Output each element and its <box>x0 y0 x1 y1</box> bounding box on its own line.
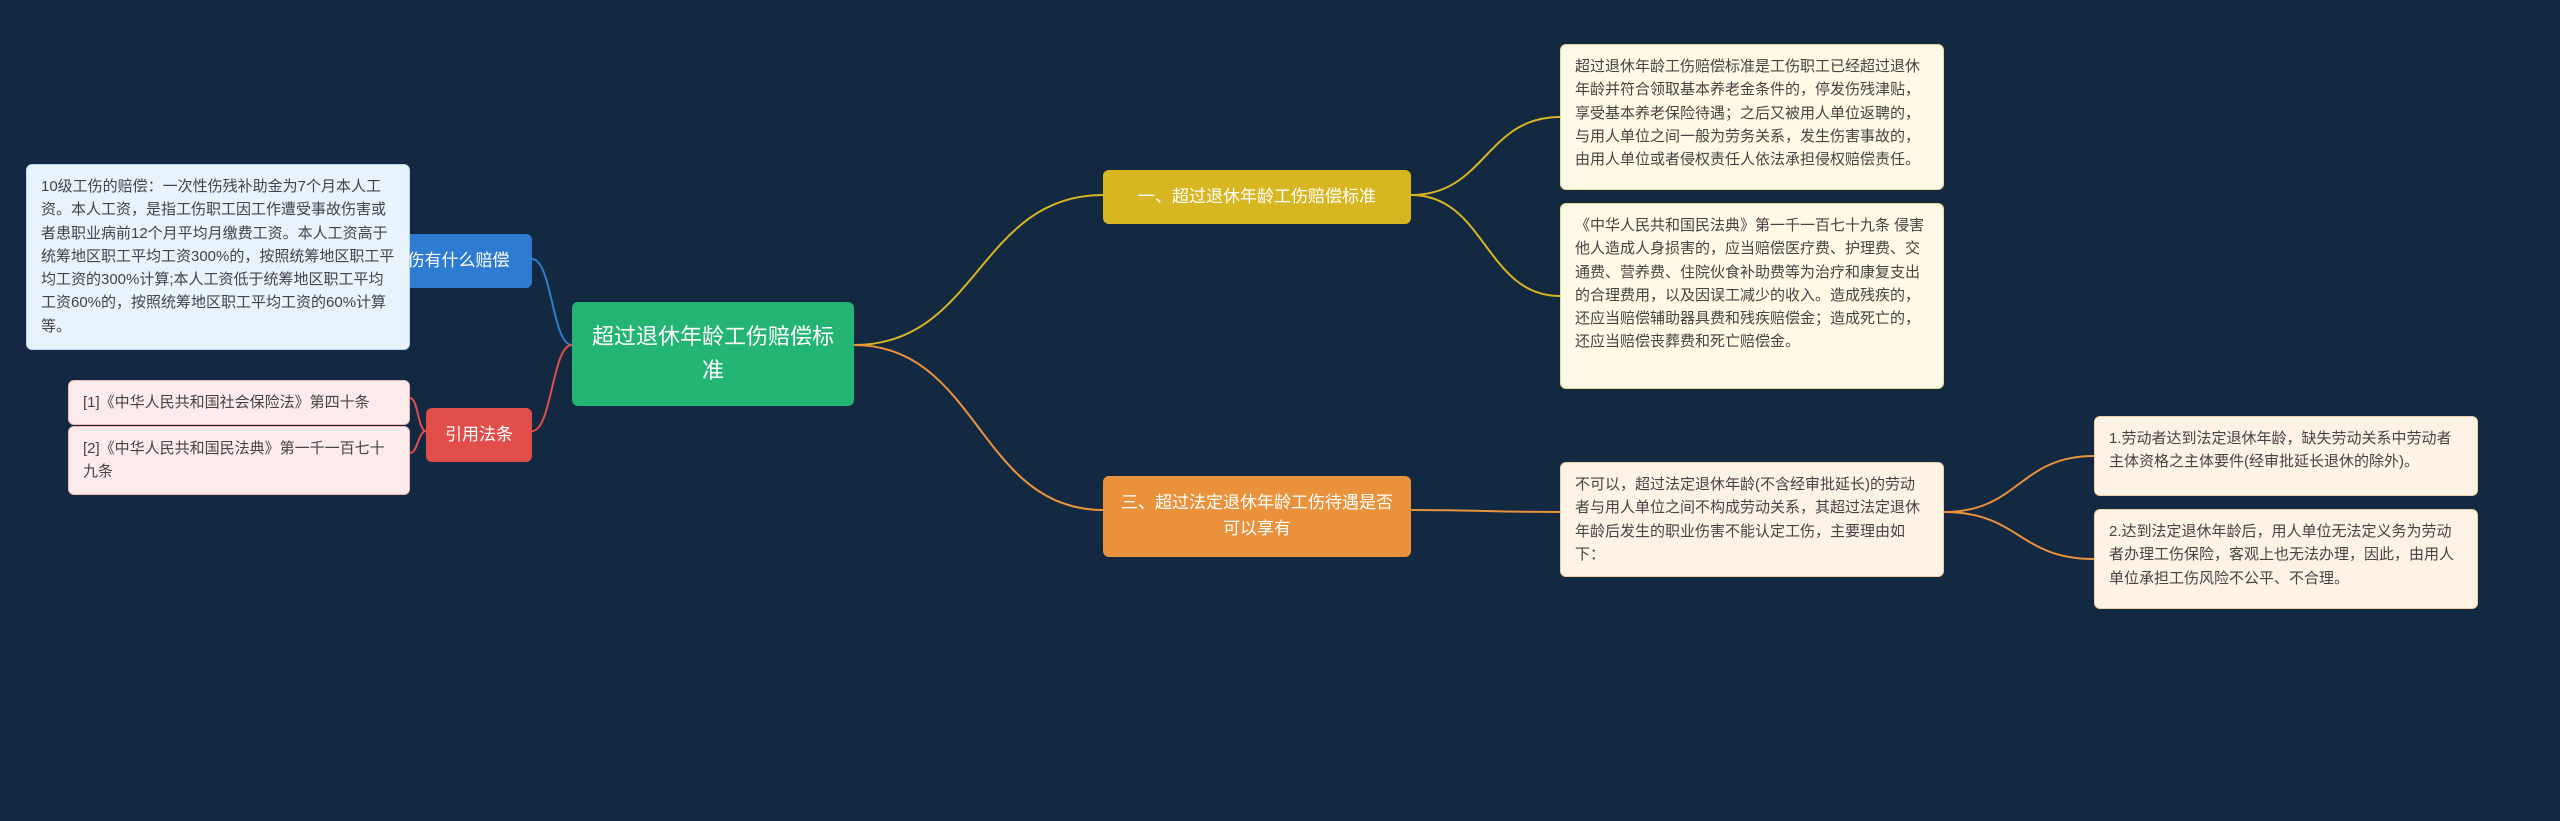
branch-1-leaf-2: 《中华人民共和国民法典》第一千一百七十九条 侵害他人造成人身损害的，应当赔偿医疗… <box>1560 203 1944 389</box>
branch-3-leaf-1: 不可以，超过法定退休年龄(不含经审批延长)的劳动者与用人单位之间不构成劳动关系，… <box>1560 462 1944 577</box>
branch-3-leaf-1-sub-2: 2.达到法定退休年龄后，用人单位无法定义务为劳动者办理工伤保险，客观上也无法办理… <box>2094 509 2478 609</box>
branch-3: 三、超过法定退休年龄工伤待遇是否可以享有 <box>1103 476 1411 557</box>
branch-4-leaf-1: [1]《中华人民共和国社会保险法》第四十条 <box>68 380 410 425</box>
branch-1-leaf-1: 超过退休年龄工伤赔偿标准是工伤职工已经超过退休年龄并符合领取基本养老金条件的，停… <box>1560 44 1944 190</box>
branch-3-leaf-1-sub-1: 1.劳动者达到法定退休年龄，缺失劳动关系中劳动者主体资格之主体要件(经审批延长退… <box>2094 416 2478 496</box>
root-node: 超过退休年龄工伤赔偿标准 <box>572 302 854 406</box>
branch-1: 一、超过退休年龄工伤赔偿标准 <box>1103 170 1411 224</box>
branch-2-leaf-1: 10级工伤的赔偿：一次性伤残补助金为7个月本人工资。本人工资，是指工伤职工因工作… <box>26 164 410 350</box>
branch-4: 引用法条 <box>426 408 532 462</box>
branch-4-leaf-2: [2]《中华人民共和国民法典》第一千一百七十九条 <box>68 426 410 495</box>
